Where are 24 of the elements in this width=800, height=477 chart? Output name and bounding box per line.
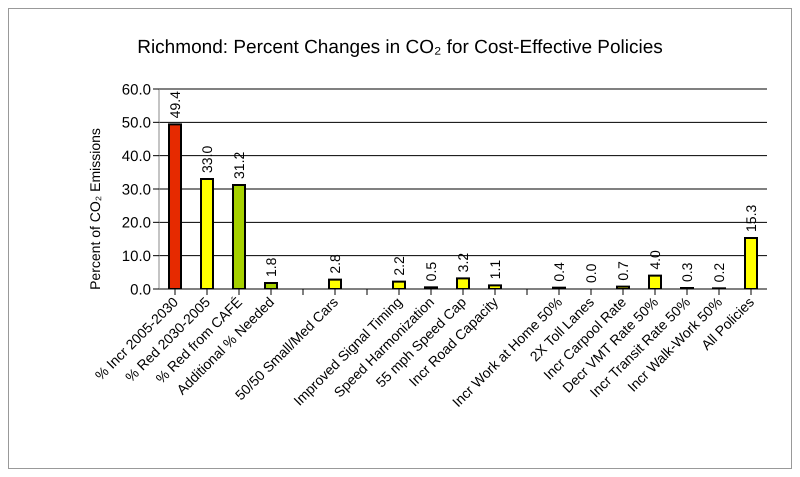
y-axis-title: Percent of CO₂ Emissions bbox=[87, 128, 103, 290]
data-label: 0.5 bbox=[423, 262, 439, 282]
data-label: 0.4 bbox=[551, 262, 567, 282]
data-label: 1.8 bbox=[263, 257, 279, 277]
data-label: 0.2 bbox=[711, 262, 727, 282]
data-label: 0.0 bbox=[583, 263, 599, 283]
y-tick-label: 0.0 bbox=[130, 281, 151, 298]
data-label: 33.0 bbox=[199, 146, 215, 173]
data-label: 2.2 bbox=[391, 256, 407, 276]
y-tick-label: 60.0 bbox=[122, 81, 151, 98]
y-tick-label: 50.0 bbox=[122, 114, 151, 132]
y-tick-label: 10.0 bbox=[122, 248, 151, 265]
chart-title: Richmond: Percent Changes in CO₂ for Cost-Effective Policies bbox=[136, 37, 664, 59]
data-label: 31.2 bbox=[231, 152, 247, 179]
data-label: 0.7 bbox=[615, 260, 631, 281]
data-label: 4.0 bbox=[647, 250, 663, 270]
data-label: 3.2 bbox=[455, 252, 471, 272]
data-label: 1.1 bbox=[487, 260, 503, 280]
y-tick-label: 20.0 bbox=[122, 214, 151, 232]
data-label: 0.3 bbox=[679, 262, 695, 282]
y-tick-label: 40.0 bbox=[122, 148, 151, 165]
data-label: 49.4 bbox=[167, 90, 183, 118]
data-label: 15.3 bbox=[743, 204, 759, 232]
y-tick-label: 30.0 bbox=[122, 181, 151, 198]
